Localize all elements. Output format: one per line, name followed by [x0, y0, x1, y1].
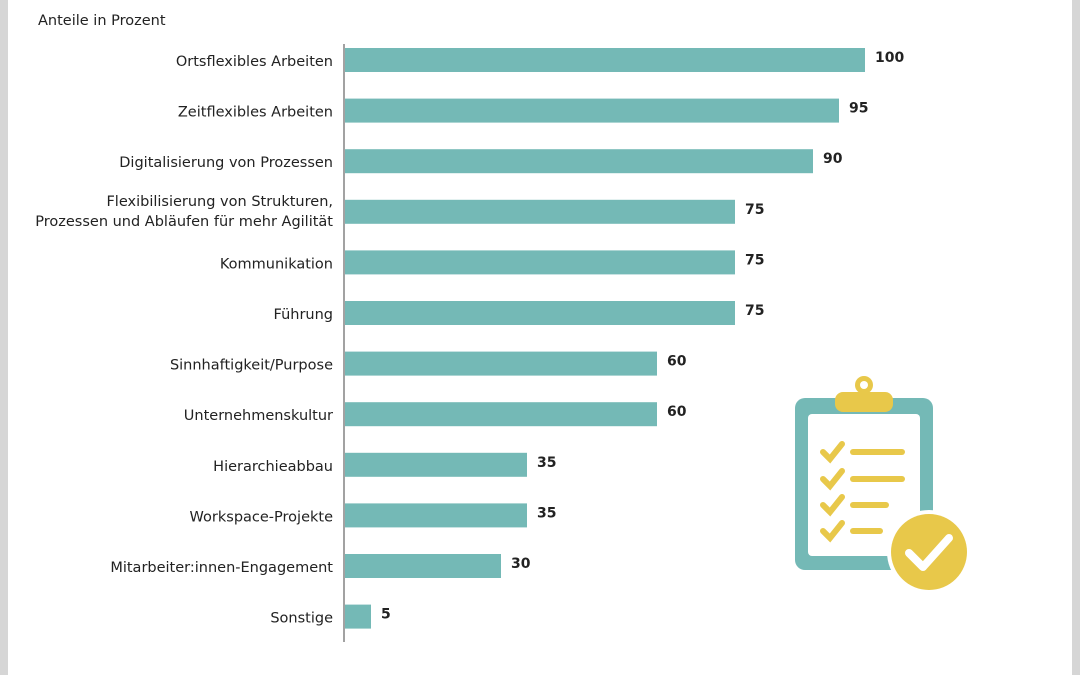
value-label: 90 [823, 151, 843, 167]
bar [345, 199, 735, 224]
chart-subtitle: Anteile in Prozent [38, 13, 166, 29]
y-tick-label: Workspace-Projekte [190, 509, 334, 525]
bar [345, 48, 865, 72]
y-tick-label: Digitalisierung von Prozessen [119, 155, 333, 171]
bar [345, 554, 501, 578]
value-label: 5 [381, 607, 391, 623]
value-label: 30 [511, 556, 531, 572]
value-label: 35 [537, 505, 556, 521]
y-tick-label: Kommunikation [220, 256, 333, 272]
bar [345, 402, 657, 427]
value-label: 75 [745, 303, 764, 319]
y-tick-label: Flexibilisierung von Strukturen, Prozesse… [35, 194, 333, 230]
y-tick-label: Führung [274, 307, 333, 323]
y-tick-label: Unternehmenskultur [184, 408, 333, 424]
bar [345, 149, 813, 174]
y-tick-label: Zeitflexibles Arbeiten [178, 105, 333, 121]
y-tick-label: Hierarchieabbau [213, 459, 333, 475]
value-label: 100 [875, 50, 904, 66]
bar [345, 301, 735, 325]
bar [345, 250, 735, 275]
bar [345, 604, 371, 629]
y-tick-label: Sinnhaftigkeit/Purpose [170, 358, 333, 374]
label-line: Flexibilisierung von Strukturen, [106, 194, 333, 210]
bar [345, 351, 657, 376]
value-label: 95 [849, 101, 868, 117]
value-label: 60 [667, 354, 687, 370]
y-tick-label: Ortsflexibles Arbeiten [176, 54, 333, 70]
bar [345, 452, 527, 477]
value-label: 75 [745, 202, 764, 218]
y-tick-label: Mitarbeiter:innen-Engagement [110, 560, 333, 576]
clipboard-icon [795, 376, 971, 594]
value-label: 60 [667, 404, 687, 420]
bar [345, 98, 839, 123]
y-tick-label: Sonstige [270, 611, 333, 627]
value-label: 35 [537, 455, 556, 471]
label-line: Prozessen und Abläufen für mehr Agilität [35, 214, 333, 230]
value-label: 75 [745, 252, 764, 268]
bar [345, 503, 527, 528]
